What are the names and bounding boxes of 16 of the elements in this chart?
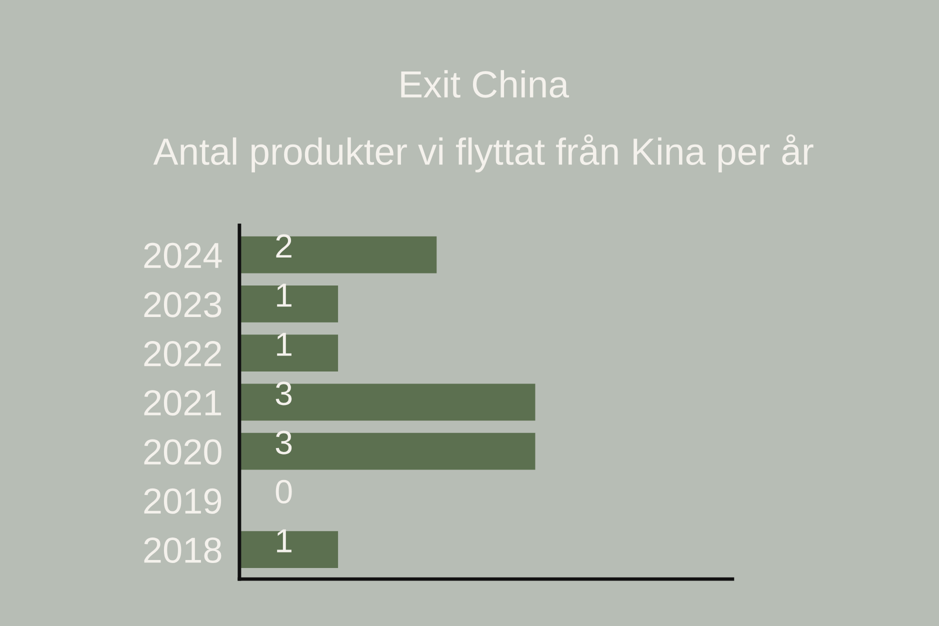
data-label: 0 (276, 480, 292, 504)
y-tick-label: 2023 (144, 292, 222, 318)
y-tick-label: 2018 (144, 537, 222, 564)
chart-title: Exit China (401, 70, 570, 98)
data-label: 1 (277, 284, 292, 307)
data-label: 3 (276, 382, 292, 406)
y-tick-label: 2020 (144, 439, 222, 465)
data-label: 2 (276, 234, 292, 258)
y-tick-label: 2022 (144, 340, 221, 367)
y-tick-label: 2019 (144, 488, 222, 514)
y-tick-label: 2021 (144, 390, 222, 416)
y-tick-label: 2024 (144, 242, 222, 268)
chart-subtitle: Antal produkter vi flyttat från Kina per år (153, 134, 814, 172)
data-label: 3 (276, 430, 292, 454)
data-label: 1 (277, 529, 292, 552)
data-label: 1 (277, 332, 292, 356)
